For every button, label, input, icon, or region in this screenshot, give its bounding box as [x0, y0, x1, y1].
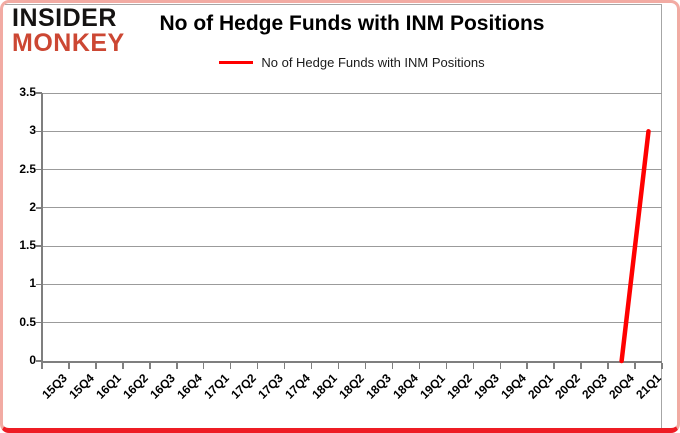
x-axis-label: 19Q1	[417, 371, 448, 402]
y-axis-tick	[36, 360, 42, 362]
y-axis-label: 0.5	[19, 314, 36, 329]
x-axis-label: 16Q4	[174, 371, 206, 402]
x-axis-label: 19Q3	[471, 371, 502, 402]
y-gridline	[42, 92, 662, 94]
x-axis-tick	[283, 363, 286, 369]
y-axis-tick	[36, 321, 42, 324]
x-axis-label: 17Q4	[282, 371, 313, 402]
y-axis-label: 1.5	[19, 238, 36, 253]
x-axis-label: 17Q2	[228, 371, 260, 402]
y-gridline	[42, 207, 662, 209]
x-axis-label: 17Q3	[255, 371, 287, 402]
x-axis-label: 15Q3	[39, 371, 71, 402]
logo-text-monkey: MONKEY	[12, 28, 125, 57]
x-axis-tick	[472, 363, 475, 369]
x-axis-tick	[526, 363, 528, 369]
y-axis-tick	[36, 245, 42, 247]
x-axis-label: 16Q3	[147, 371, 179, 402]
y-axis-label: 2	[29, 199, 36, 214]
x-axis-tick	[418, 363, 421, 369]
y-axis-tick	[36, 130, 42, 133]
x-axis-tick	[95, 363, 97, 369]
x-axis-label: 18Q4	[390, 371, 421, 402]
y-axis-label: 3.5	[19, 85, 36, 99]
y-gridline	[42, 245, 662, 247]
x-axis-label: 16Q2	[120, 371, 152, 402]
x-axis-tick	[122, 363, 124, 369]
x-axis-label: 18Q2	[336, 371, 367, 402]
legend: No of Hedge Funds with INM Positions	[42, 55, 662, 70]
y-axis-label: 0	[29, 353, 36, 367]
x-axis-tick	[607, 363, 609, 369]
y-axis-tick	[36, 92, 42, 94]
y-axis-tick	[36, 283, 42, 286]
x-axis-tick	[176, 363, 178, 369]
x-axis-tick	[580, 363, 582, 369]
y-gridline	[42, 169, 662, 171]
chart-title: No of Hedge Funds with INM Positions	[159, 12, 545, 35]
chart-area-border	[5, 4, 662, 429]
x-axis-label: 20Q3	[578, 371, 610, 402]
legend-label: No of Hedge Funds with INM Positions	[261, 55, 485, 70]
x-axis-label: 19Q4	[497, 371, 529, 402]
x-axis-label: 18Q1	[309, 371, 340, 402]
x-axis-tick	[68, 363, 70, 369]
x-axis-label: 20Q1	[524, 371, 556, 402]
x-axis-tick	[634, 363, 636, 369]
x-axis-tick	[364, 363, 367, 369]
y-axis-tick	[36, 207, 42, 209]
legend-line-swatch	[219, 60, 254, 65]
x-axis-tick	[661, 363, 663, 369]
logo-text-insider: INSIDER	[12, 4, 117, 32]
x-axis-tick	[149, 363, 151, 369]
x-axis-tick	[391, 363, 394, 369]
x-axis-label: 15Q4	[66, 371, 98, 402]
x-axis-line	[40, 361, 662, 363]
x-axis-tick	[337, 363, 340, 369]
x-axis-tick	[553, 363, 555, 369]
x-axis-tick	[256, 363, 259, 369]
y-gridline	[42, 283, 662, 285]
y-gridline	[42, 130, 662, 132]
x-axis-label: 16Q1	[93, 371, 125, 402]
x-axis-tick	[445, 363, 448, 369]
x-axis-tick	[41, 363, 43, 369]
x-axis-tick	[499, 363, 501, 369]
y-axis-label: 2.5	[19, 161, 36, 176]
y-axis-label: 1	[29, 276, 36, 291]
y-axis-label: 3	[29, 123, 36, 138]
y-axis-tick	[36, 168, 42, 171]
x-axis-label: 17Q1	[201, 371, 233, 402]
y-gridline	[42, 322, 662, 324]
x-axis-tick	[202, 363, 205, 369]
x-axis-label: 20Q2	[551, 371, 583, 402]
x-axis-label: 18Q3	[363, 371, 394, 402]
x-axis-tick	[310, 363, 313, 369]
x-axis-tick	[229, 363, 232, 369]
x-axis-label: 21Q1	[632, 371, 664, 402]
x-axis-label: 20Q4	[605, 371, 637, 402]
insider-monkey-logo: INSIDER MONKEY	[12, 6, 125, 55]
y-axis-line	[40, 93, 43, 363]
x-axis-label: 19Q2	[444, 371, 475, 402]
